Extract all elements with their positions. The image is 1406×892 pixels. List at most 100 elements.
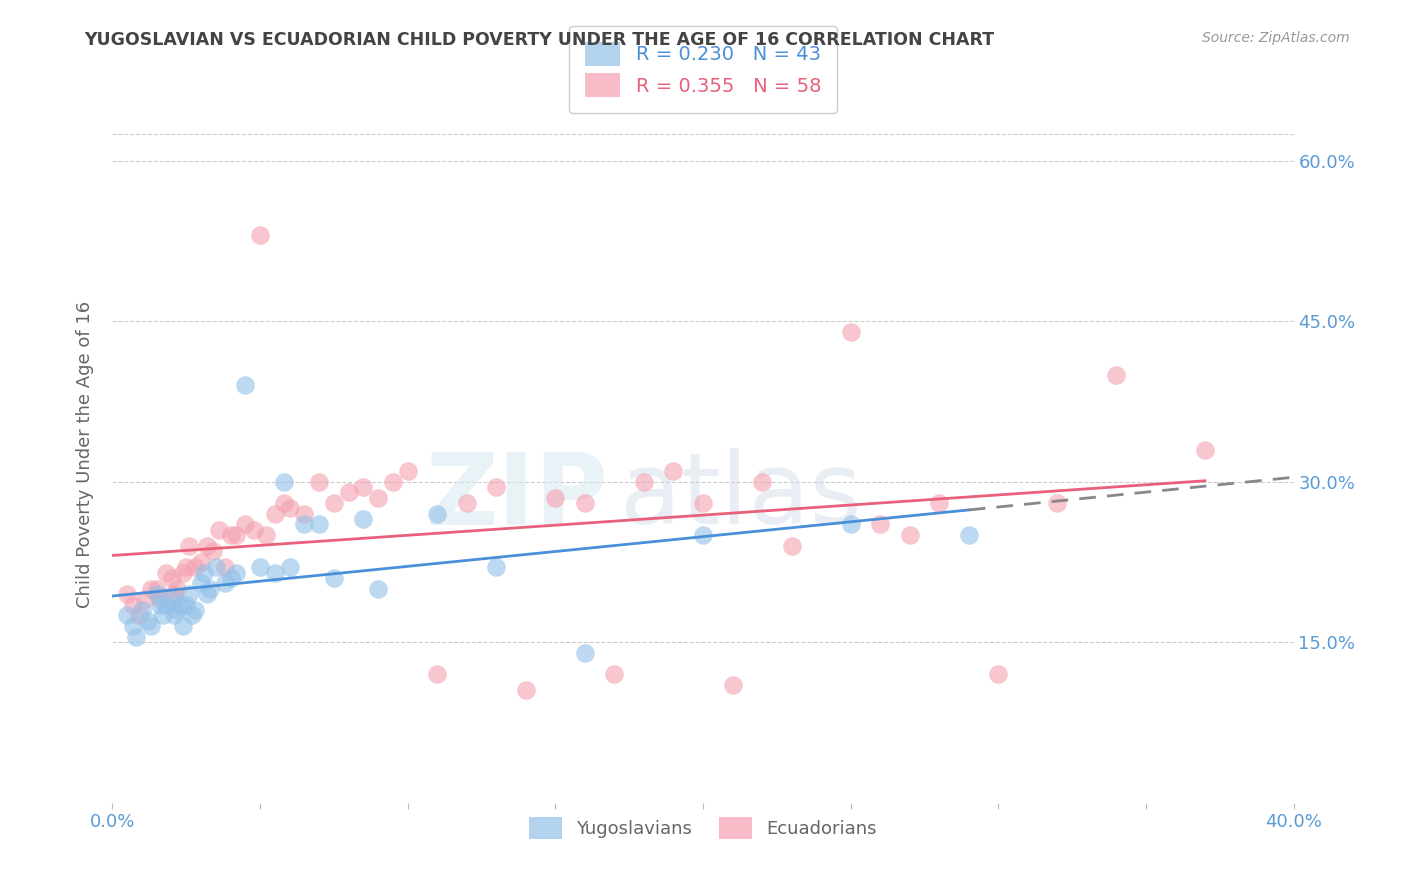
Point xyxy=(1194,442,1216,457)
Point xyxy=(515,683,537,698)
Point xyxy=(243,523,266,537)
Point xyxy=(352,480,374,494)
Y-axis label: Child Poverty Under the Age of 16: Child Poverty Under the Age of 16 xyxy=(76,301,94,608)
Point xyxy=(146,582,169,596)
Point xyxy=(264,566,287,580)
Point xyxy=(152,608,174,623)
Point xyxy=(169,598,191,612)
Point xyxy=(308,475,330,489)
Point xyxy=(225,566,247,580)
Point xyxy=(574,496,596,510)
Point xyxy=(323,571,346,585)
Point xyxy=(352,512,374,526)
Point xyxy=(160,592,183,607)
Point xyxy=(219,528,242,542)
Point xyxy=(136,614,159,628)
Point xyxy=(278,501,301,516)
Point xyxy=(898,528,921,542)
Point xyxy=(308,517,330,532)
Point xyxy=(166,603,188,617)
Point xyxy=(273,475,295,489)
Point xyxy=(198,582,221,596)
Point xyxy=(662,464,685,478)
Point xyxy=(190,555,212,569)
Point xyxy=(128,608,150,623)
Point xyxy=(149,592,172,607)
Point xyxy=(1105,368,1128,382)
Point xyxy=(382,475,405,489)
Point xyxy=(125,630,148,644)
Point xyxy=(139,582,162,596)
Point xyxy=(485,480,508,494)
Point xyxy=(184,560,207,574)
Point xyxy=(278,560,301,574)
Point xyxy=(190,576,212,591)
Point xyxy=(131,603,153,617)
Point xyxy=(928,496,950,510)
Point xyxy=(692,528,714,542)
Point xyxy=(323,496,346,510)
Point xyxy=(367,582,389,596)
Point xyxy=(122,619,145,633)
Point xyxy=(214,560,236,574)
Point xyxy=(987,667,1010,681)
Point xyxy=(201,544,224,558)
Point xyxy=(426,507,449,521)
Point xyxy=(193,566,215,580)
Point xyxy=(337,485,360,500)
Point xyxy=(692,496,714,510)
Legend: Yugoslavians, Ecuadorians: Yugoslavians, Ecuadorians xyxy=(522,809,884,846)
Point xyxy=(367,491,389,505)
Point xyxy=(179,539,201,553)
Point xyxy=(249,228,271,243)
Point xyxy=(485,560,508,574)
Point xyxy=(179,587,201,601)
Point xyxy=(184,603,207,617)
Point xyxy=(1046,496,1069,510)
Point xyxy=(166,582,188,596)
Point xyxy=(195,539,218,553)
Point xyxy=(172,566,194,580)
Point xyxy=(869,517,891,532)
Point xyxy=(292,507,315,521)
Point xyxy=(208,523,231,537)
Point xyxy=(172,619,194,633)
Text: Source: ZipAtlas.com: Source: ZipAtlas.com xyxy=(1202,31,1350,45)
Point xyxy=(264,507,287,521)
Point xyxy=(233,378,256,392)
Point xyxy=(633,475,655,489)
Point xyxy=(574,646,596,660)
Point xyxy=(122,598,145,612)
Point xyxy=(456,496,478,510)
Point xyxy=(254,528,277,542)
Point xyxy=(163,587,186,601)
Point xyxy=(957,528,980,542)
Point xyxy=(225,528,247,542)
Point xyxy=(139,619,162,633)
Point xyxy=(426,667,449,681)
Point xyxy=(174,560,197,574)
Point xyxy=(117,587,138,601)
Point xyxy=(839,517,862,532)
Point xyxy=(149,598,172,612)
Point xyxy=(249,560,271,574)
Point xyxy=(174,598,197,612)
Point xyxy=(544,491,567,505)
Point xyxy=(219,571,242,585)
Point xyxy=(117,608,138,623)
Point xyxy=(155,598,177,612)
Point xyxy=(273,496,295,510)
Point xyxy=(721,678,744,692)
Point xyxy=(163,608,186,623)
Point xyxy=(205,560,228,574)
Point xyxy=(146,587,169,601)
Point xyxy=(233,517,256,532)
Point xyxy=(839,325,862,339)
Point xyxy=(155,566,177,580)
Text: YUGOSLAVIAN VS ECUADORIAN CHILD POVERTY UNDER THE AGE OF 16 CORRELATION CHART: YUGOSLAVIAN VS ECUADORIAN CHILD POVERTY … xyxy=(84,31,994,49)
Point xyxy=(195,587,218,601)
Point xyxy=(214,576,236,591)
Point xyxy=(780,539,803,553)
Point xyxy=(603,667,626,681)
Point xyxy=(292,517,315,532)
